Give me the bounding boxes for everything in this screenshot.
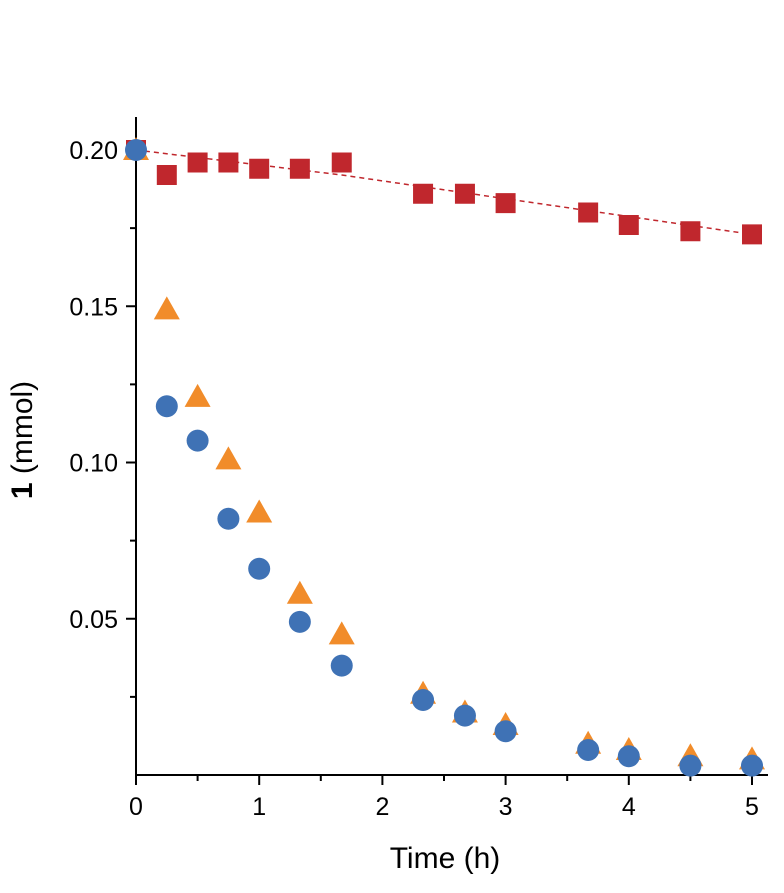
- y-tick-label: 0.20: [69, 137, 118, 165]
- x-tick-label: 2: [375, 793, 389, 821]
- data-point-circle: [741, 754, 763, 777]
- data-point-square: [187, 152, 208, 173]
- data-point-circle: [679, 754, 702, 777]
- x-tick-label: 1: [252, 793, 266, 821]
- data-point-circle: [186, 429, 209, 452]
- x-tick-label: 3: [499, 793, 513, 821]
- data-point-square: [331, 152, 352, 173]
- data-point-square: [495, 193, 516, 214]
- x-axis-title: Time (h): [390, 842, 501, 875]
- data-point-triangle: [328, 621, 355, 645]
- data-point-circle: [125, 139, 147, 161]
- data-point-square: [413, 183, 434, 204]
- trend-lines: [135, 149, 753, 236]
- data-marks: [123, 137, 765, 777]
- x-tick-label: 0: [129, 793, 143, 821]
- y-axis-title: 1 (mmol): [6, 381, 39, 499]
- data-point-square: [156, 165, 177, 185]
- data-point-circle: [577, 739, 600, 761]
- data-point-triangle: [286, 580, 313, 604]
- data-point-square: [218, 152, 239, 173]
- x-tick-label: 4: [622, 793, 636, 821]
- data-point-triangle: [246, 499, 273, 523]
- data-point-triangle: [184, 383, 211, 407]
- data-point-square: [618, 215, 639, 235]
- data-point-square: [249, 158, 270, 179]
- data-point-circle: [248, 557, 271, 580]
- data-point-square: [578, 202, 599, 223]
- data-point-triangle: [153, 296, 180, 320]
- data-point-circle: [412, 689, 435, 711]
- data-point-circle: [155, 395, 178, 418]
- y-axis-title-compound: 1: [6, 482, 39, 499]
- y-tick-label: 0.05: [69, 606, 118, 634]
- y-tick-label: 0.15: [69, 293, 118, 321]
- data-point-circle: [494, 720, 517, 743]
- data-point-square: [454, 183, 475, 204]
- y-axis-title-unit: (mmol): [6, 381, 39, 483]
- data-point-circle: [617, 745, 640, 768]
- data-point-square: [680, 221, 701, 242]
- data-point-circle: [330, 654, 353, 677]
- data-point-square: [289, 158, 310, 179]
- data-point-circle: [453, 704, 476, 727]
- tick-labels: 0 1 2 3 4 5 0.05 0.10 0.15 0.20: [69, 137, 759, 821]
- data-point-circle: [217, 507, 240, 530]
- red-trend-line: [135, 149, 753, 236]
- data-point-circle: [288, 610, 311, 633]
- axes: [126, 117, 768, 785]
- data-point-triangle: [215, 446, 242, 470]
- y-tick-label: 0.10: [69, 450, 118, 478]
- x-tick-label: 5: [745, 793, 759, 821]
- data-point-square: [742, 224, 762, 245]
